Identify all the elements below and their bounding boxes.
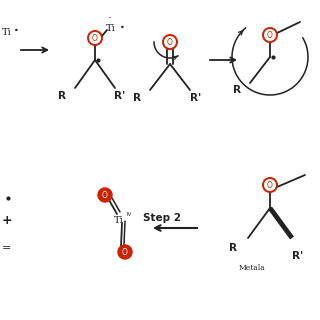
Text: O: O <box>167 37 173 46</box>
Text: R: R <box>133 93 141 103</box>
Circle shape <box>98 188 112 202</box>
Text: O: O <box>102 190 108 199</box>
Text: O: O <box>92 34 98 43</box>
Text: R': R' <box>114 91 126 101</box>
Text: ·: · <box>120 20 125 34</box>
Text: R': R' <box>190 93 202 103</box>
Text: +: + <box>2 213 12 227</box>
Text: Ti: Ti <box>106 23 116 33</box>
Text: R: R <box>233 85 241 95</box>
Text: O: O <box>122 247 128 257</box>
Text: ·: · <box>14 23 19 36</box>
Circle shape <box>118 245 132 259</box>
Text: Ti: Ti <box>2 28 12 36</box>
Text: Metala: Metala <box>239 264 265 272</box>
Text: Step 2: Step 2 <box>143 213 181 223</box>
Text: IV: IV <box>126 212 132 217</box>
Text: O: O <box>267 180 273 189</box>
Text: ··: ·· <box>107 14 112 23</box>
Text: =: = <box>2 243 12 253</box>
Text: O: O <box>267 30 273 39</box>
Text: R: R <box>229 243 237 253</box>
Text: Ti: Ti <box>114 215 124 225</box>
Text: R: R <box>58 91 66 101</box>
Text: R': R' <box>292 251 304 261</box>
